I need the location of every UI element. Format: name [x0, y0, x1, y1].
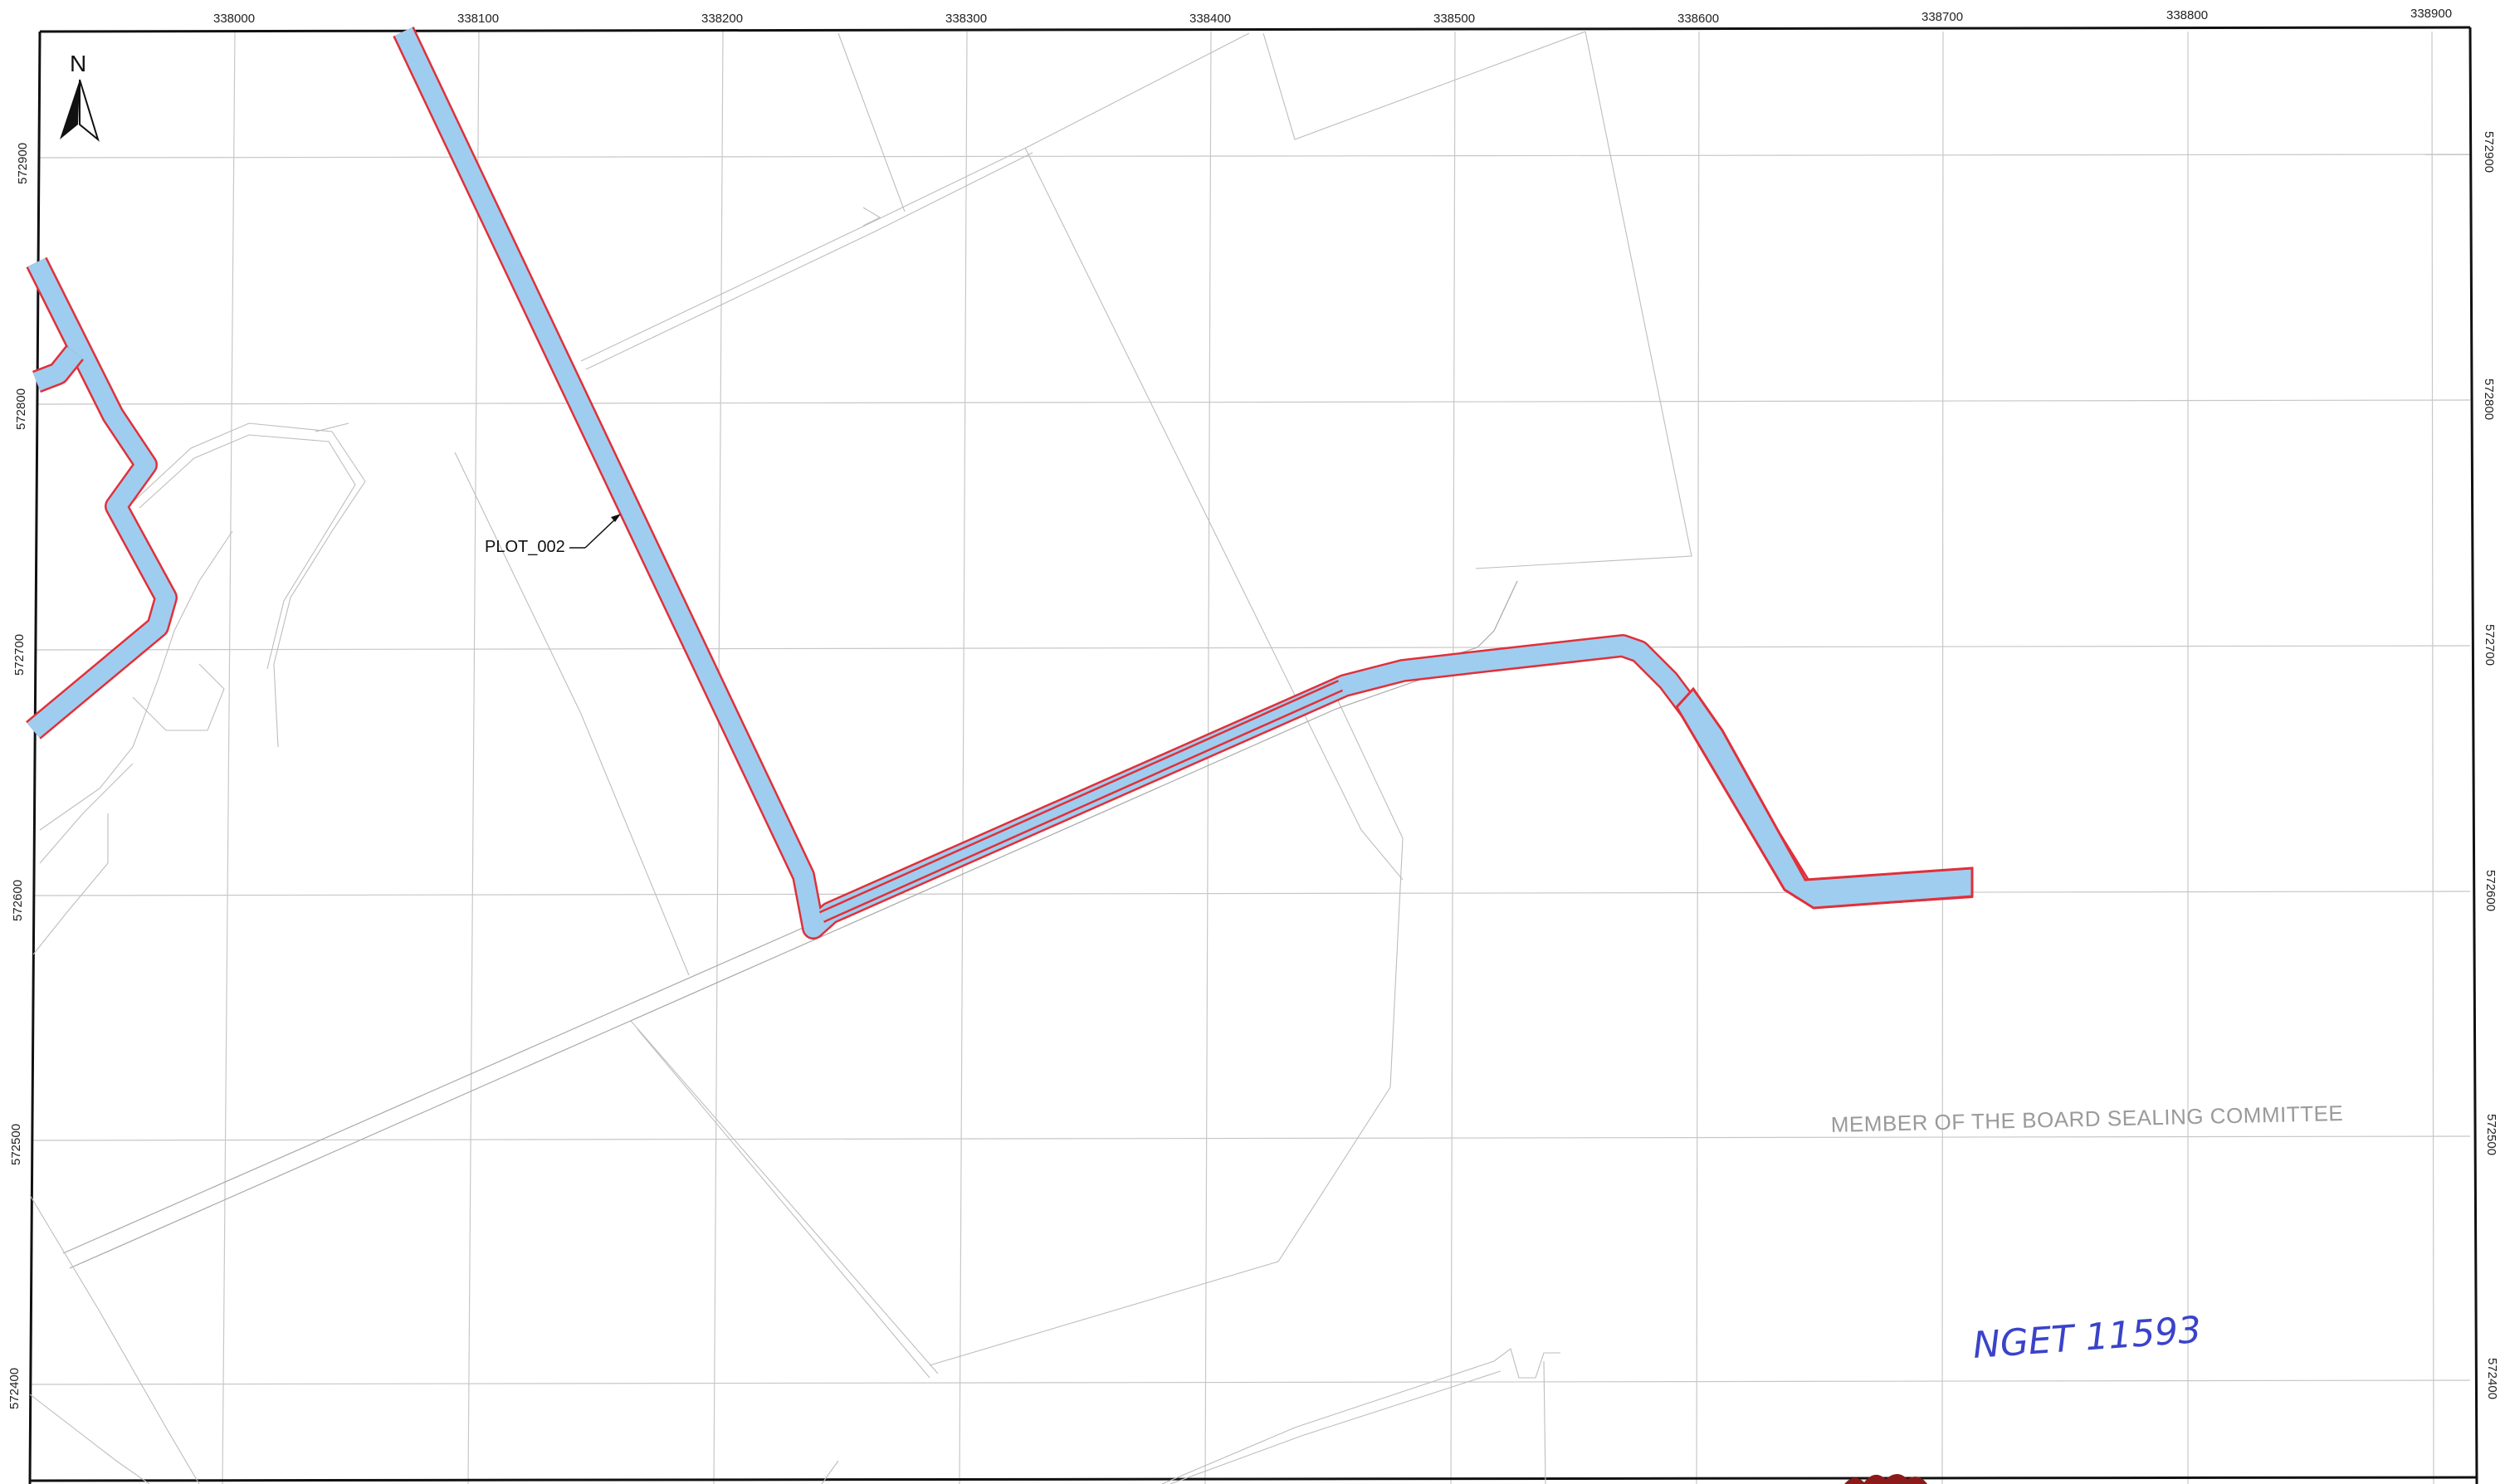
- seal-mark: [1844, 1474, 1927, 1484]
- northing-tick: 572400: [2485, 1358, 2499, 1399]
- north-arrow-icon: [60, 80, 80, 139]
- northing-tick: 572700: [2483, 624, 2497, 666]
- northing-tick-labels-left: 572900 572800 572700 572600 572500 57240…: [7, 143, 30, 1409]
- northing-tick: 572900: [2482, 131, 2496, 173]
- northing-tick: 572900: [16, 143, 30, 184]
- northing-tick: 572500: [9, 1124, 23, 1165]
- northing-tick-labels-right: 572900 572800 572700 572600 572500 57240…: [2482, 131, 2499, 1399]
- northing-tick: 572500: [2484, 1114, 2498, 1155]
- easting-tick: 338800: [2166, 8, 2208, 22]
- easting-tick: 338100: [457, 12, 499, 26]
- north-arrow[interactable]: [60, 79, 100, 142]
- easting-tick: 338500: [1433, 12, 1475, 26]
- plot-002-callout: [569, 514, 621, 549]
- northing-tick: 572600: [2483, 870, 2498, 911]
- easting-tick: 338000: [213, 12, 255, 26]
- cable-corridor: [26, 27, 1974, 940]
- easting-tick: 338900: [2410, 7, 2452, 21]
- easting-tick: 338300: [945, 12, 987, 26]
- easting-tick-labels: 338000 338100 338200 338300 338400 33850…: [213, 7, 2452, 26]
- northing-tick: 572800: [2482, 378, 2496, 420]
- northing-tick: 572800: [14, 388, 28, 430]
- northing-tick: 572600: [11, 880, 25, 921]
- easting-tick: 338400: [1189, 12, 1231, 26]
- easting-tick: 338600: [1677, 12, 1719, 26]
- northing-tick: 572700: [12, 634, 27, 676]
- plot-label: PLOT_002: [485, 538, 565, 556]
- map-frame: [28, 26, 2478, 1484]
- northing-tick: 572400: [7, 1368, 22, 1409]
- north-label: N: [70, 51, 86, 76]
- easting-tick: 338700: [1921, 10, 1963, 24]
- easting-tick: 338200: [701, 12, 743, 26]
